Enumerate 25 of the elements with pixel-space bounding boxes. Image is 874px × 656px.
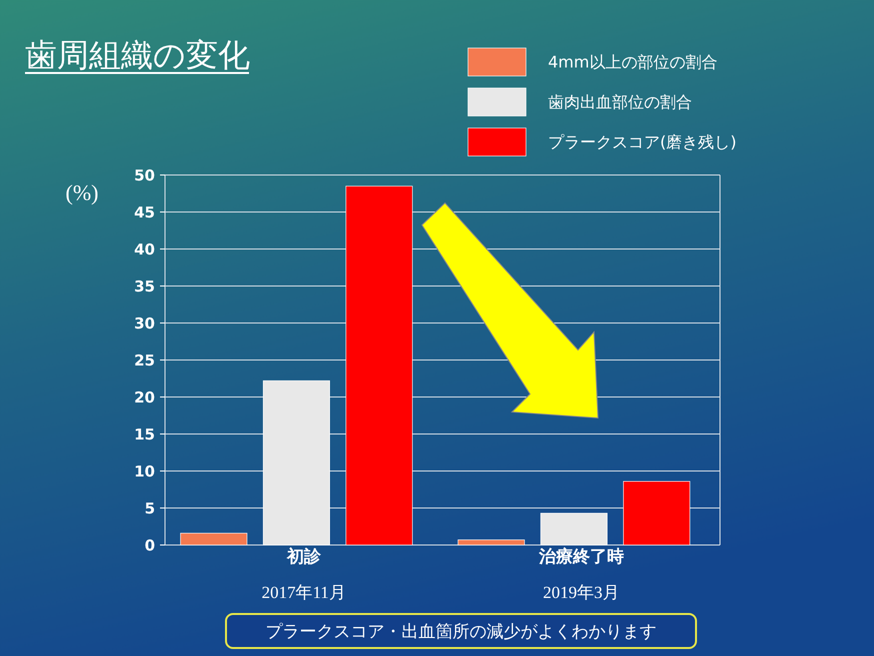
y-tick-label: 45: [134, 203, 155, 222]
y-tick-label: 50: [134, 166, 155, 184]
bar: [623, 481, 690, 546]
y-tick-label: 5: [144, 499, 155, 518]
bar: [262, 380, 330, 546]
bar: [458, 540, 525, 546]
x-tick-label: 治療終了時 2019年3月: [538, 547, 624, 602]
y-tick-label: 25: [134, 351, 155, 370]
text: プラークスコア・出血箇所の減少がよくわかります: [266, 622, 656, 642]
y-tick-label: 35: [134, 277, 155, 296]
bar: [540, 512, 608, 546]
y-tick-label: 30: [134, 314, 155, 332]
y-tick-label: 20: [134, 388, 155, 406]
y-tick-label: 40: [134, 240, 155, 258]
legend-label: 歯肉出血部位の割合: [548, 92, 692, 112]
bar: [180, 532, 248, 546]
legend-label: 4mm以上の部位の割合: [548, 52, 718, 72]
y-tick-label: 10: [134, 462, 155, 480]
x-tick-label: 初診 2017年11月: [262, 547, 346, 602]
y-axis-title: (%): [66, 180, 98, 205]
legend-label: プラークスコア(磨き残し): [548, 132, 736, 152]
y-tick-label: 15: [134, 425, 155, 444]
bar: [346, 186, 413, 546]
chart-title: 歯周組織の変化: [25, 36, 250, 74]
y-tick-label: 0: [144, 536, 155, 554]
